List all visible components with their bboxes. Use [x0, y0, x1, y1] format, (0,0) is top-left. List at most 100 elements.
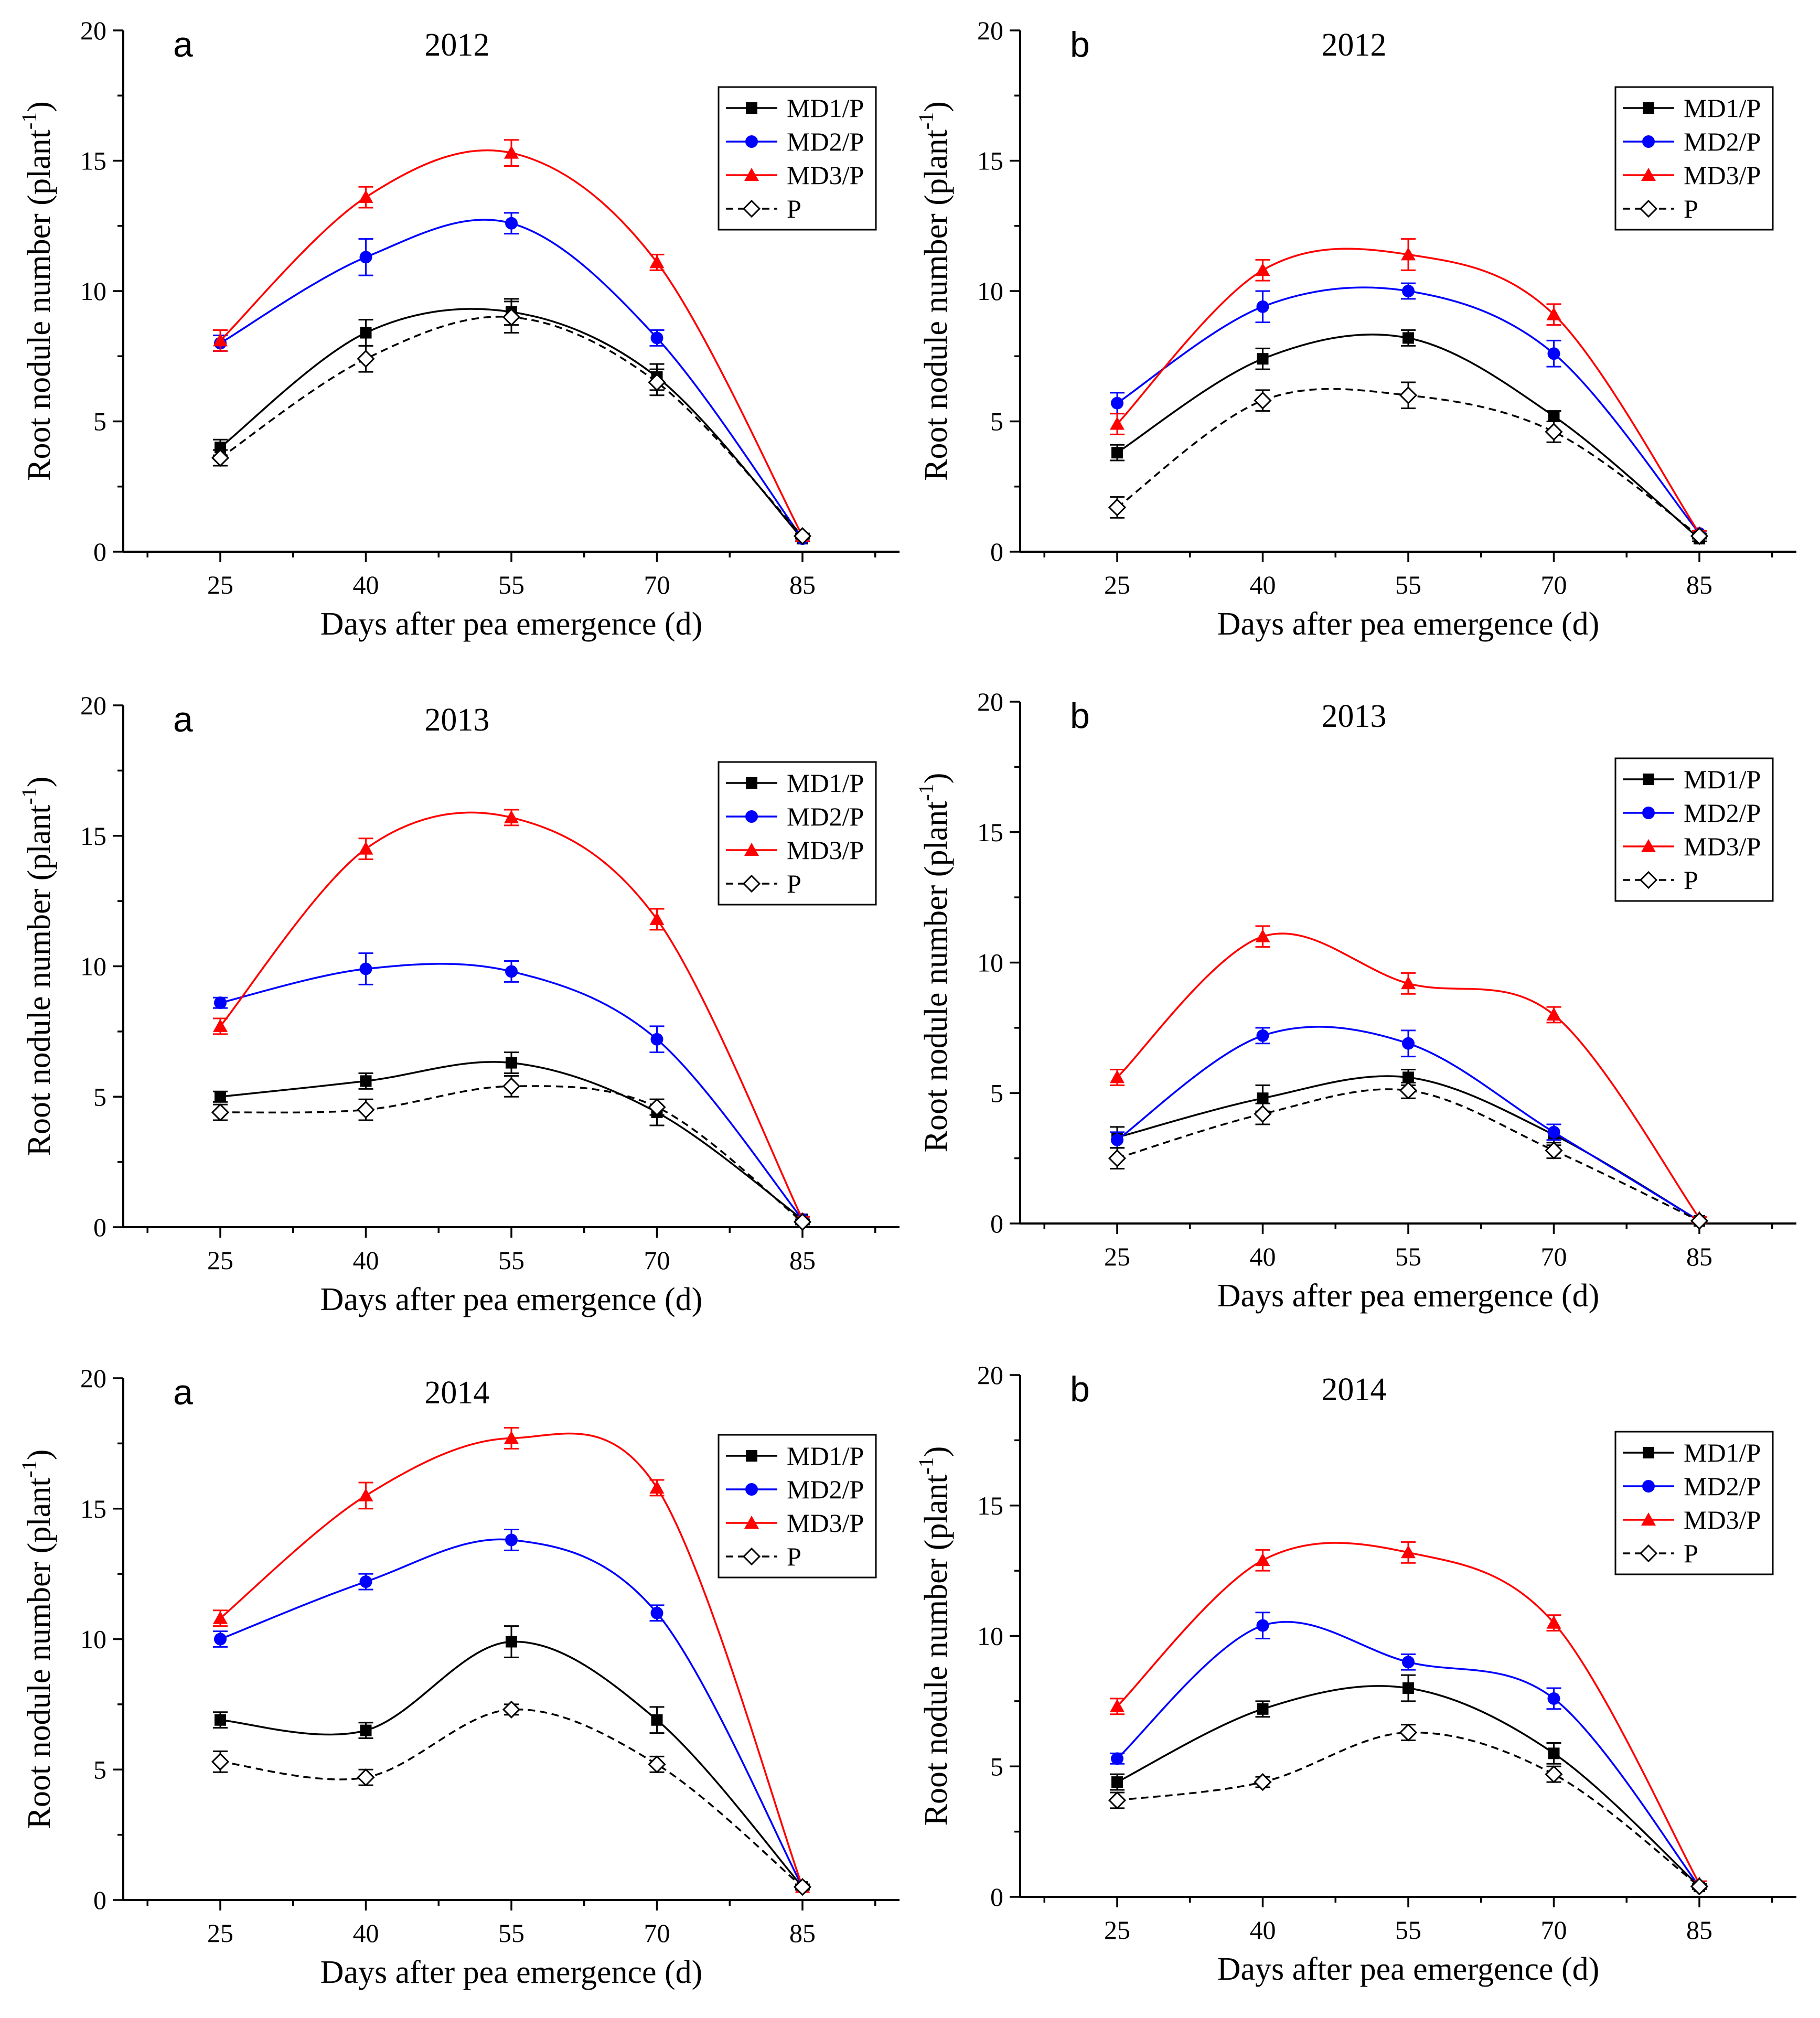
data-point [506, 1636, 517, 1648]
y-tick-label: 20 [80, 691, 106, 720]
series-md1-p [213, 298, 810, 545]
data-point [360, 1724, 372, 1736]
y-tick-label: 15 [977, 1491, 1003, 1520]
data-point [506, 1057, 517, 1069]
data-point [1110, 1699, 1125, 1712]
panel-title: 2013 [424, 702, 489, 738]
chart-panel-4: 0 5 10 15 20 25 40 55 70 85 Days after pea emergen… [914, 687, 1796, 1314]
data-point [1690, 1211, 1709, 1230]
y-axis-label: Root nodule number (plant-1) [914, 101, 954, 481]
legend-label: MD3/P [787, 160, 864, 190]
data-point [1548, 410, 1560, 422]
data-point [1399, 386, 1418, 404]
y-tick-label: 20 [977, 687, 1003, 716]
series-md1-p [1110, 1674, 1707, 1893]
series-line [1117, 1685, 1700, 1887]
series-line [1117, 1731, 1700, 1887]
data-point [505, 1533, 518, 1547]
data-point [1547, 1692, 1560, 1705]
x-tick-label: 70 [644, 1246, 670, 1275]
data-point [504, 810, 519, 823]
data-point [1111, 1752, 1123, 1765]
x-tick-label: 70 [644, 570, 670, 599]
data-point [1403, 1682, 1414, 1694]
data-point [359, 962, 372, 975]
y-axis-label-close: ) [22, 777, 57, 788]
y-tick-label: 10 [977, 1622, 1003, 1651]
y-tick-label: 10 [977, 276, 1003, 306]
y-axis-label: Root nodule number (plant-1) [914, 773, 954, 1153]
y-tick-label: 0 [93, 1212, 106, 1242]
data-point [502, 1077, 521, 1096]
series-p [211, 1700, 812, 1896]
y-tick-label: 0 [990, 1209, 1003, 1238]
data-point [357, 1768, 375, 1787]
data-point [1546, 307, 1561, 320]
chart-panel-1: 0 5 10 15 20 25 40 55 70 85 Days after pea emergen… [17, 16, 900, 642]
x-tick-label: 40 [1250, 1242, 1276, 1271]
legend-marker [744, 843, 759, 856]
legend-marker [1643, 102, 1654, 114]
legend-label: MD2/P [787, 1475, 864, 1504]
legend-label: MD1/P [787, 768, 864, 798]
x-tick-label: 70 [644, 1918, 670, 1948]
data-point [648, 373, 666, 392]
x-axis-label: Days after pea emergence (d) [320, 1955, 703, 1990]
legend-label: P [787, 1542, 801, 1571]
data-point [1402, 1656, 1415, 1669]
legend-marker [744, 1516, 759, 1529]
data-point [1257, 1092, 1269, 1104]
series-md2-p [1110, 1026, 1707, 1228]
data-point [1108, 498, 1127, 517]
legend-marker [745, 1483, 758, 1496]
y-tick-label: 20 [977, 16, 1003, 45]
legend-marker [1639, 199, 1658, 218]
y-axis-label-superscript: -1 [17, 1460, 41, 1477]
chart-panel-5: 0 5 10 15 20 25 40 55 70 85 Days after pea emergen… [17, 1364, 900, 1990]
x-axis-label: Days after pea emergence (d) [1217, 1951, 1600, 1987]
y-tick-label: 5 [990, 1078, 1003, 1108]
legend-label: MD1/P [1684, 1438, 1761, 1467]
data-point [505, 965, 518, 978]
y-axis-label-main: Root nodule number (plant [22, 1478, 57, 1829]
y-tick-label: 5 [93, 407, 106, 436]
y-axis-label-main: Root nodule number (plant [918, 801, 954, 1153]
y-tick-label: 15 [977, 146, 1003, 176]
panel-letter: b [1070, 25, 1090, 65]
data-point [1256, 300, 1269, 313]
x-tick-label: 55 [1395, 1915, 1421, 1945]
data-point [360, 327, 372, 339]
legend-label: MD3/P [1684, 832, 1761, 861]
series-p [1108, 381, 1709, 545]
y-tick-label: 20 [977, 1360, 1003, 1390]
series-md2-p [1110, 1612, 1707, 1893]
series-p [1108, 1723, 1709, 1896]
panel-title: 2012 [1321, 27, 1386, 63]
data-point [648, 1098, 666, 1117]
x-axis-label: Days after pea emergence (d) [320, 1282, 703, 1317]
y-tick-label: 20 [80, 16, 106, 45]
data-point [649, 1480, 665, 1494]
data-point [214, 1633, 227, 1646]
legend-label: MD2/P [1684, 127, 1761, 156]
data-point [1399, 1723, 1418, 1742]
x-tick-label: 85 [789, 1246, 816, 1275]
legend-marker [742, 199, 761, 218]
data-point [215, 1091, 226, 1103]
x-tick-label: 85 [789, 570, 816, 599]
x-tick-label: 40 [353, 570, 379, 599]
data-point [1690, 1877, 1709, 1896]
x-axis-label: Days after pea emergence (d) [1217, 1278, 1600, 1314]
data-point [1254, 1773, 1272, 1791]
data-point [213, 1018, 228, 1032]
data-point [1403, 332, 1414, 344]
series-line [1117, 1088, 1700, 1222]
legend-label: MD2/P [1684, 798, 1761, 828]
data-point [1547, 1125, 1560, 1139]
legend-label: P [787, 194, 801, 223]
legend-marker [744, 168, 759, 181]
panel-letter: a [173, 1372, 193, 1412]
series-line [219, 1432, 804, 1887]
legend-box [718, 1434, 877, 1579]
data-point [1545, 1141, 1563, 1160]
